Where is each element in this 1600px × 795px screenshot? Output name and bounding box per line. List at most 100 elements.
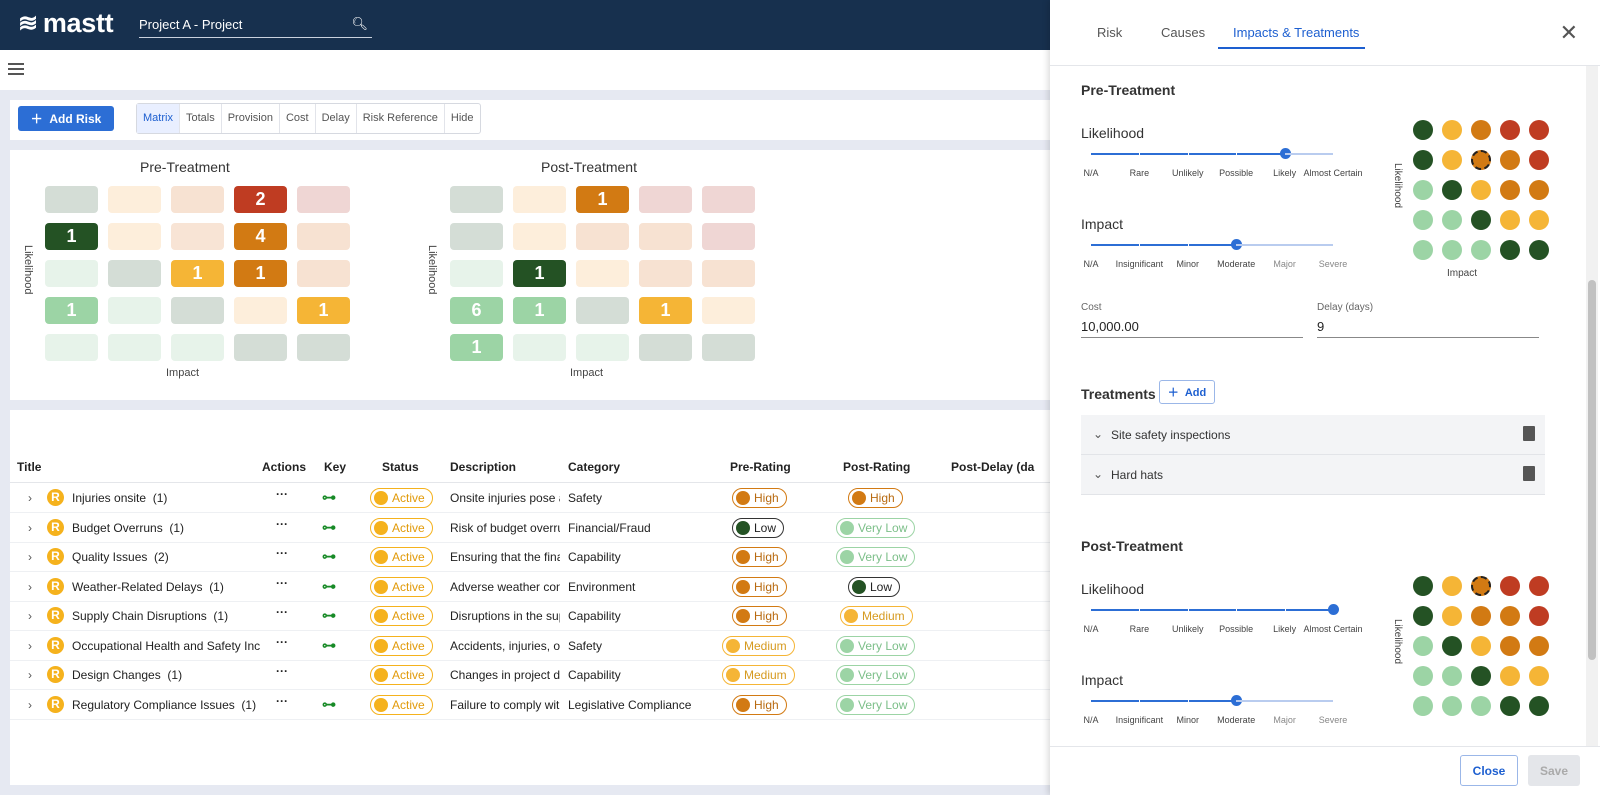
risk-level-dot[interactable] bbox=[1442, 180, 1462, 200]
matrix-cell[interactable] bbox=[702, 334, 755, 361]
matrix-cell[interactable] bbox=[639, 223, 692, 250]
slider-option-label[interactable]: Insignificant bbox=[1115, 259, 1164, 269]
post-risk-dot-grid[interactable] bbox=[1413, 576, 1549, 716]
risk-level-dot[interactable] bbox=[1529, 606, 1549, 626]
matrix-cell-count[interactable]: 1 bbox=[45, 223, 98, 250]
matrix-cell[interactable] bbox=[171, 334, 224, 361]
risk-level-dot[interactable] bbox=[1413, 210, 1433, 230]
matrix-cell[interactable] bbox=[576, 260, 629, 287]
actions-menu-icon[interactable]: ··· bbox=[276, 634, 288, 649]
view-tab-hide[interactable]: Hide bbox=[450, 112, 474, 124]
actions-menu-icon[interactable]: ··· bbox=[276, 664, 288, 678]
expand-row-icon[interactable]: › bbox=[28, 520, 32, 535]
col-post-rating[interactable]: Post-Rating bbox=[843, 460, 911, 474]
slider-option-label[interactable]: Minor bbox=[1176, 259, 1200, 269]
cost-value[interactable]: 10,000.00 bbox=[1081, 319, 1139, 334]
risk-level-dot[interactable] bbox=[1500, 666, 1520, 686]
view-tab-provision[interactable]: Provision bbox=[222, 104, 280, 133]
risk-level-dot[interactable] bbox=[1413, 636, 1433, 656]
matrix-cell-count[interactable]: 6 bbox=[450, 297, 503, 324]
treatment-item[interactable]: ⌄ Site safety inspections bbox=[1081, 415, 1545, 455]
matrix-cell[interactable] bbox=[702, 297, 755, 324]
risk-level-dot[interactable] bbox=[1500, 150, 1520, 170]
risk-level-dot[interactable] bbox=[1442, 606, 1462, 626]
risk-level-dot[interactable] bbox=[1413, 120, 1433, 140]
slider-option-label[interactable]: Severe bbox=[1318, 259, 1348, 269]
actions-menu-icon[interactable]: ··· bbox=[276, 516, 288, 531]
matrix-cell[interactable] bbox=[108, 334, 161, 361]
matrix-cell[interactable] bbox=[639, 334, 692, 361]
mastt-logo[interactable]: ≋ mastt bbox=[18, 8, 114, 39]
trash-icon[interactable] bbox=[1523, 466, 1535, 481]
slider-option-label[interactable]: Insignificant bbox=[1115, 715, 1164, 725]
expand-row-icon[interactable]: › bbox=[28, 638, 32, 653]
matrix-cell-count[interactable]: 1 bbox=[639, 297, 692, 324]
add-risk-button[interactable]: ＋ Add Risk bbox=[18, 106, 114, 131]
tab-impacts-treatments[interactable]: Impacts & Treatments bbox=[1233, 25, 1360, 40]
risk-level-dot[interactable] bbox=[1413, 240, 1433, 260]
table-row[interactable]: › R Injuries onsite (1) ··· ⊶ Active Ons… bbox=[10, 483, 1050, 513]
actions-menu-icon[interactable]: ··· bbox=[276, 487, 288, 501]
risk-level-dot[interactable] bbox=[1500, 210, 1520, 230]
risk-level-dot[interactable] bbox=[1442, 120, 1462, 140]
drawer-scrollbar-thumb[interactable] bbox=[1588, 280, 1596, 660]
risk-title[interactable]: Design Changes (1) bbox=[72, 668, 260, 682]
matrix-cell[interactable] bbox=[234, 297, 287, 324]
risk-level-dot[interactable] bbox=[1442, 636, 1462, 656]
save-button[interactable]: Save bbox=[1528, 755, 1580, 786]
matrix-cell[interactable] bbox=[45, 260, 98, 287]
matrix-cell-count[interactable]: 1 bbox=[576, 186, 629, 213]
risk-level-dot[interactable] bbox=[1500, 606, 1520, 626]
risk-level-dot[interactable] bbox=[1500, 120, 1520, 140]
add-treatment-button[interactable]: ＋ Add bbox=[1159, 380, 1215, 404]
matrix-cell[interactable] bbox=[234, 334, 287, 361]
matrix-cell[interactable] bbox=[702, 223, 755, 250]
risk-level-dot[interactable] bbox=[1471, 606, 1491, 626]
expand-row-icon[interactable]: › bbox=[28, 550, 32, 564]
slider-option-label[interactable]: Almost Certain bbox=[1303, 168, 1363, 178]
matrix-cell[interactable] bbox=[639, 186, 692, 213]
col-pre-rating[interactable]: Pre-Rating bbox=[730, 460, 791, 474]
slider-option-label[interactable]: Unlikely bbox=[1172, 624, 1204, 634]
col-status[interactable]: Status bbox=[382, 460, 419, 474]
pre-impact-slider[interactable] bbox=[1091, 239, 1333, 250]
risk-title[interactable]: Weather-Related Delays (1) bbox=[72, 580, 260, 594]
slider-option-label[interactable]: Major bbox=[1273, 715, 1296, 725]
risk-level-dot[interactable] bbox=[1529, 666, 1549, 686]
view-tab-risk-reference[interactable]: Risk Reference bbox=[357, 104, 445, 133]
tab-risk[interactable]: Risk bbox=[1097, 25, 1123, 40]
matrix-cell[interactable] bbox=[297, 260, 350, 287]
close-icon[interactable]: ✕ bbox=[1559, 20, 1578, 45]
slider-option-label[interactable]: N/A bbox=[1083, 715, 1099, 725]
risk-level-dot[interactable] bbox=[1529, 576, 1549, 596]
matrix-cell[interactable] bbox=[108, 297, 161, 324]
matrix-cell[interactable] bbox=[450, 186, 503, 213]
pre-risk-dot-grid[interactable] bbox=[1413, 120, 1549, 260]
risk-level-dot[interactable] bbox=[1471, 576, 1491, 596]
search-icon[interactable]: 🔍︎ bbox=[351, 16, 368, 31]
col-description[interactable]: Description bbox=[450, 460, 517, 474]
hamburger-menu-icon[interactable] bbox=[8, 63, 24, 75]
slider-thumb[interactable] bbox=[1328, 604, 1339, 615]
post-impact-slider[interactable] bbox=[1091, 695, 1333, 706]
risk-title[interactable]: Injuries onsite (1) bbox=[72, 491, 260, 505]
matrix-cell[interactable] bbox=[108, 260, 161, 287]
project-search-field[interactable]: Project A - Project 🔍︎ bbox=[139, 14, 372, 38]
slider-option-label[interactable]: Rare bbox=[1129, 168, 1150, 178]
risk-title[interactable]: Quality Issues (2) bbox=[72, 550, 260, 564]
risk-level-dot[interactable] bbox=[1529, 120, 1549, 140]
matrix-cell[interactable] bbox=[171, 186, 224, 213]
risk-level-dot[interactable] bbox=[1471, 210, 1491, 230]
matrix-cell[interactable] bbox=[171, 297, 224, 324]
actions-menu-icon[interactable]: ··· bbox=[276, 605, 288, 619]
risk-level-dot[interactable] bbox=[1529, 150, 1549, 170]
matrix-cell[interactable] bbox=[45, 186, 98, 213]
treatment-item[interactable]: ⌄ Hard hats bbox=[1081, 455, 1545, 495]
risk-level-dot[interactable] bbox=[1529, 696, 1549, 716]
trash-icon[interactable] bbox=[1523, 426, 1535, 441]
risk-level-dot[interactable] bbox=[1471, 240, 1491, 260]
table-row[interactable]: › R Budget Overruns (1) ··· ⊶ Active Ris… bbox=[10, 513, 1050, 543]
matrix-cell[interactable] bbox=[513, 223, 566, 250]
risk-level-dot[interactable] bbox=[1500, 180, 1520, 200]
delay-field[interactable]: Delay (days) 9 bbox=[1317, 302, 1539, 338]
